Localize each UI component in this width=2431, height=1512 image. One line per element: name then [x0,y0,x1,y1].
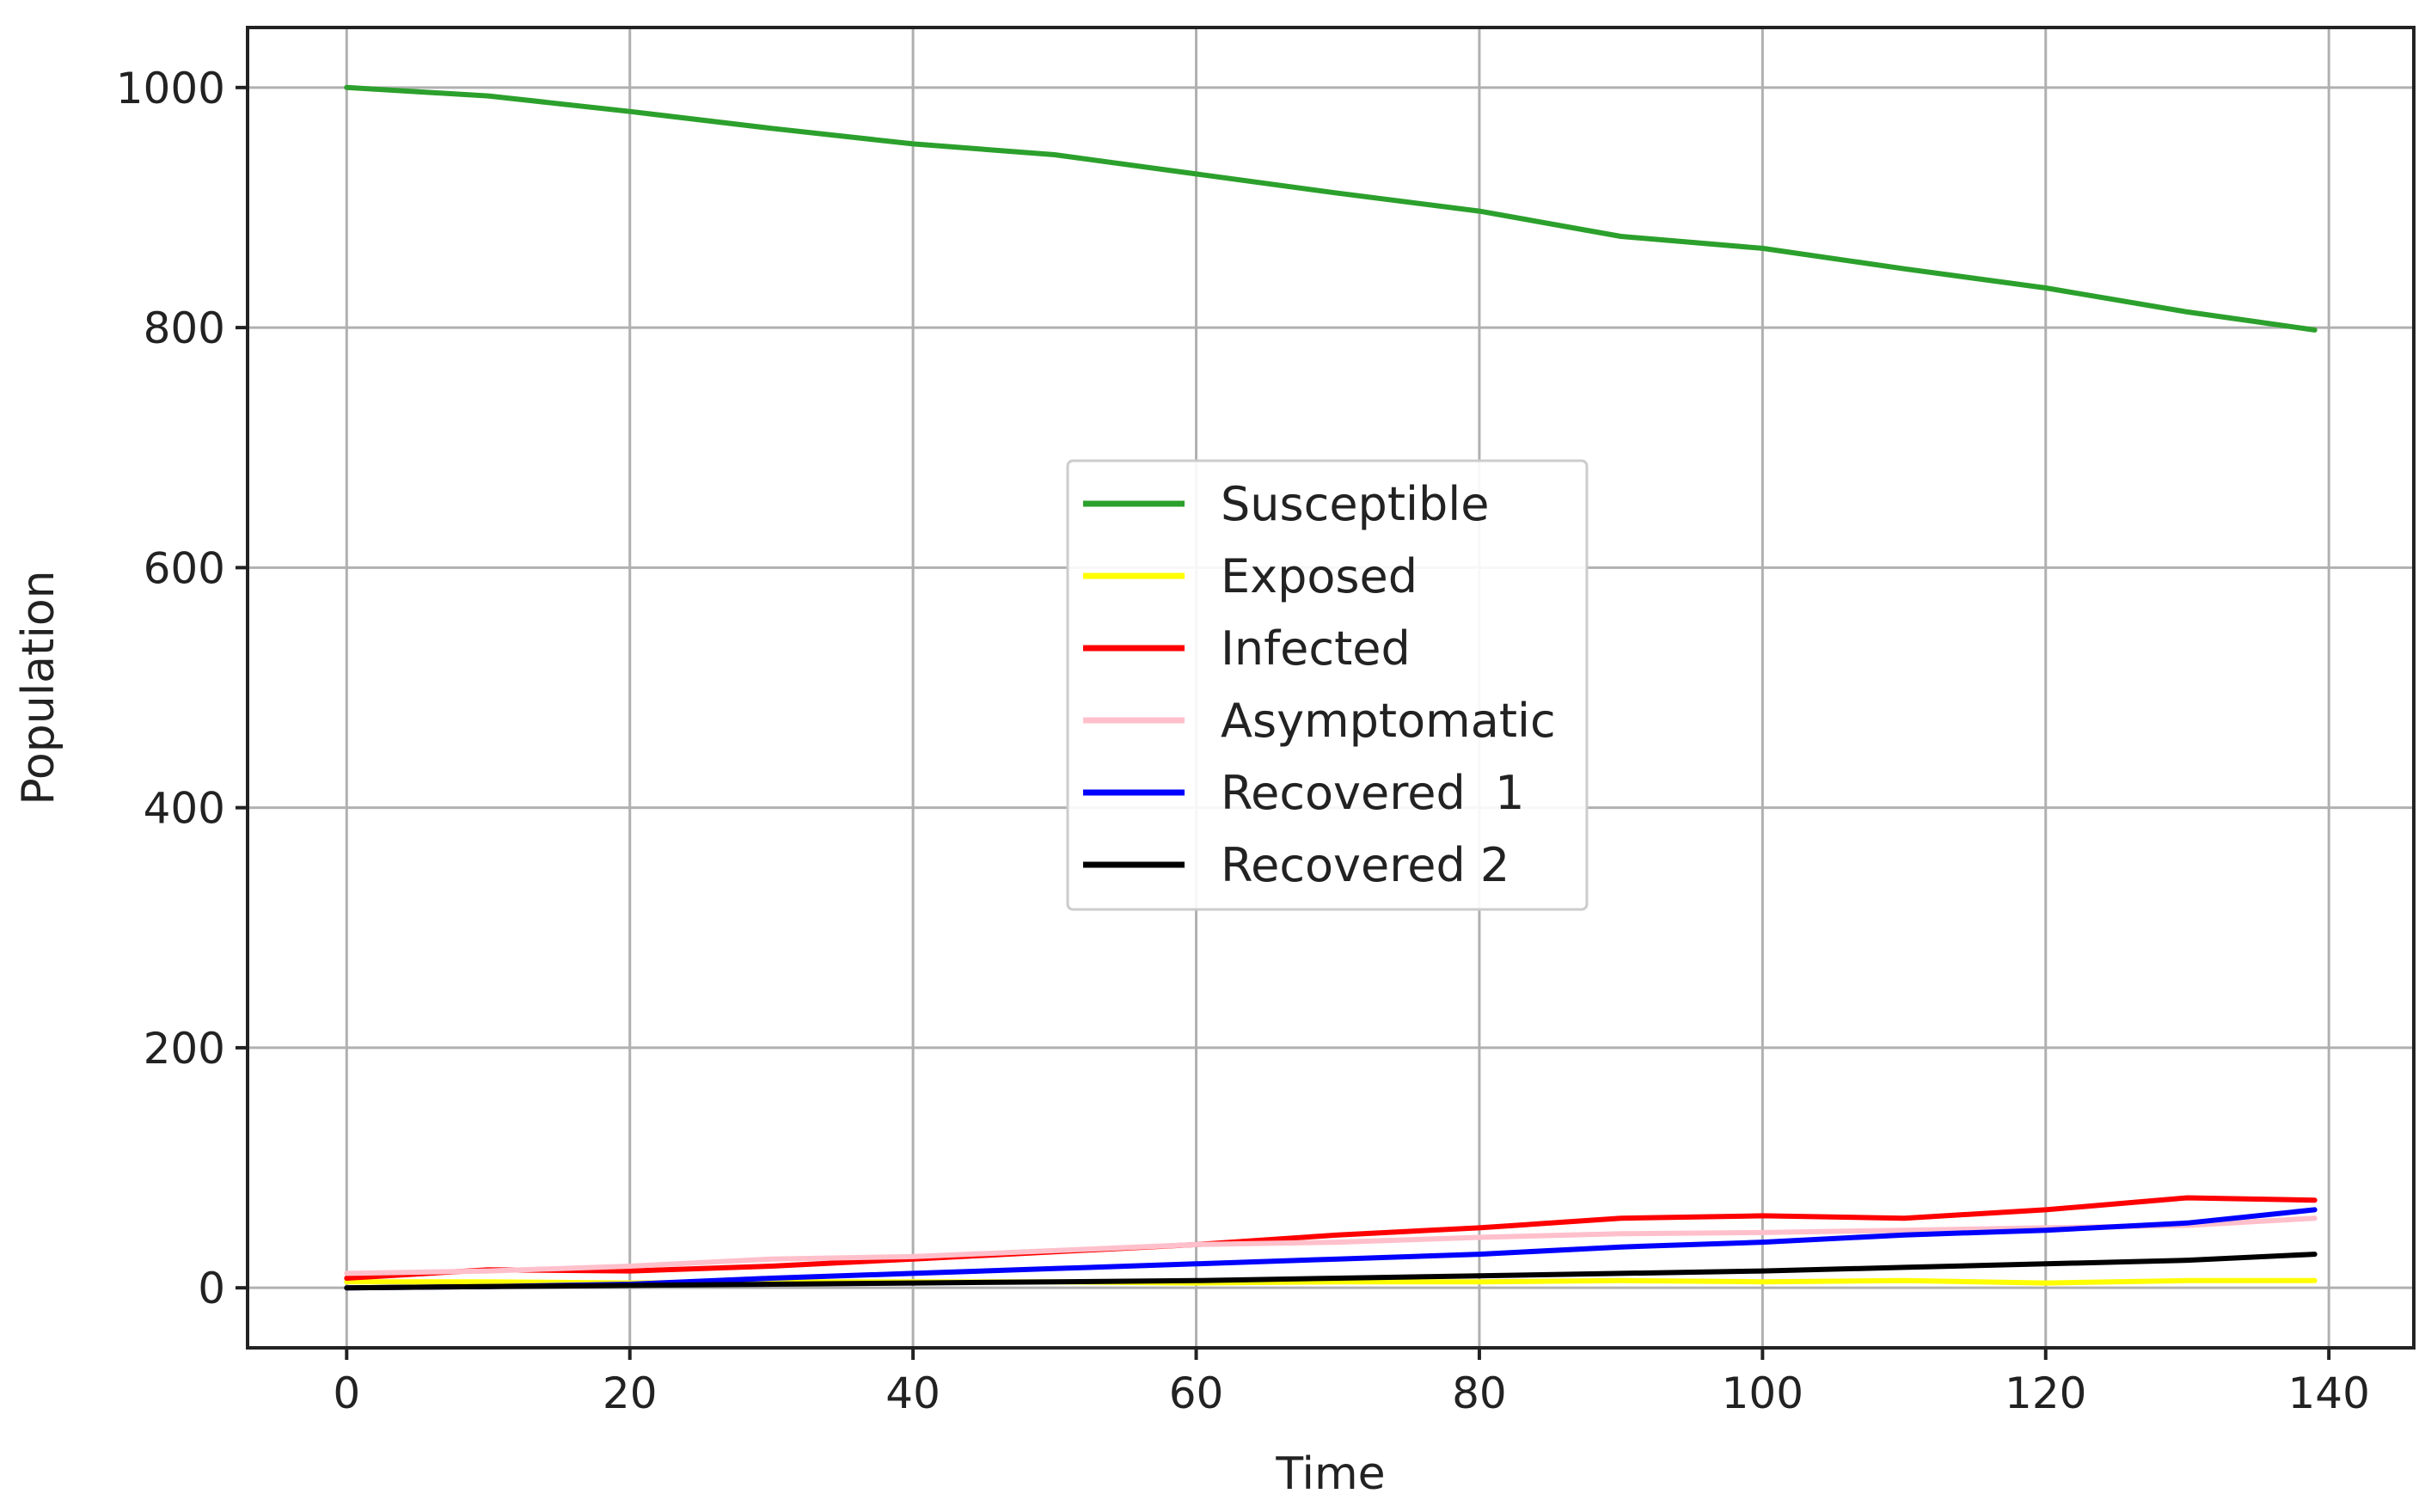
x-tick-label: 140 [2287,1368,2369,1418]
y-tick-label: 1000 [116,64,225,113]
x-axis-ticks: 0 20 40 60 80 100 120 140 [333,1348,2370,1418]
x-tick-label: 40 [885,1368,940,1418]
x-tick-label: 60 [1169,1368,1224,1418]
legend-label-susceptible: Susceptible [1221,477,1490,531]
series-group [344,84,2318,1291]
series-line-recovered-2 [344,1252,2318,1291]
legend: Susceptible Exposed Infected Asymptomatic Re… [1066,459,1589,911]
legend-label-infected: Infected [1221,621,1411,676]
y-tick-label: 400 [144,784,225,834]
x-axis-label: Time [1275,1448,1385,1500]
x-tick-label: 120 [2005,1368,2086,1418]
legend-box [1066,459,1589,911]
legend-label-recovered-2: Recovered 2 [1221,838,1509,892]
x-tick-label: 80 [1452,1368,1507,1418]
legend-label-asymptomatic: Asymptomatic [1221,694,1556,748]
y-tick-label: 600 [144,543,225,593]
y-axis-ticks: 0 200 400 600 800 1000 [116,64,248,1313]
x-tick-label: 20 [603,1368,658,1418]
legend-label-recovered-1: Recovered 1 [1221,766,1524,820]
series-line-susceptible [344,84,2318,333]
y-tick-label: 200 [144,1024,225,1074]
series-line-recovered-1 [344,1207,2318,1291]
legend-label-exposed: Exposed [1221,549,1418,603]
x-tick-label: 0 [333,1368,360,1418]
y-axis-label: Population [13,570,64,805]
x-tick-label: 100 [1722,1368,1803,1418]
plot-frame [246,26,2416,1350]
series-line-asymptomatic [344,1215,2318,1276]
y-tick-label: 800 [144,303,225,353]
y-tick-label: 0 [198,1264,225,1313]
series-line-infected [344,1195,2318,1281]
